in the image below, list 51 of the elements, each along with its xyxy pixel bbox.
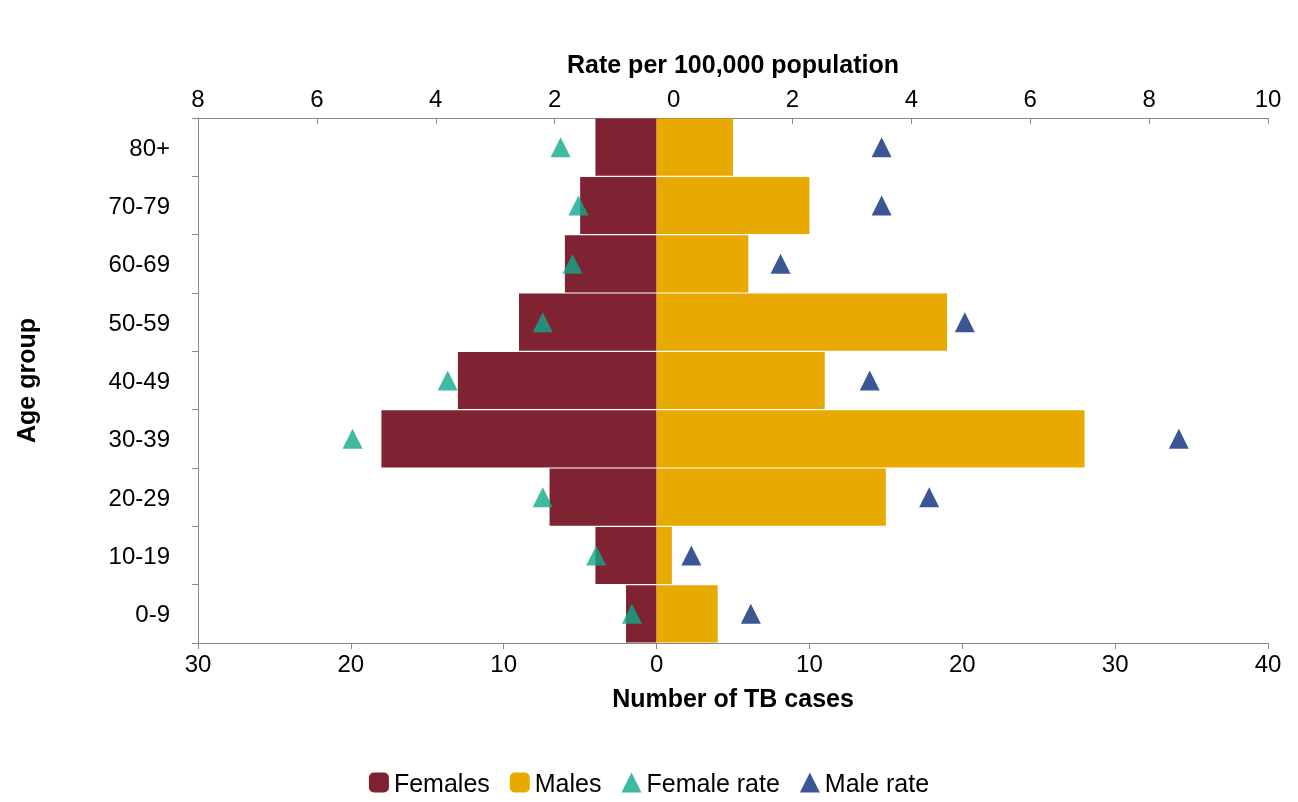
point	[562, 253, 583, 274]
point	[871, 137, 892, 158]
point	[1168, 428, 1189, 449]
x-axis-title: Number of TB cases	[612, 683, 854, 712]
point	[770, 253, 791, 274]
legend-label: Females	[393, 768, 490, 797]
point	[954, 312, 975, 333]
point	[586, 545, 607, 566]
x-tick-label: 0	[649, 649, 664, 677]
x2-tick-label: 2	[785, 84, 800, 112]
x-tick-label: 30	[184, 649, 212, 677]
y-tick-label: 60-69	[108, 250, 170, 278]
y-tick-label: 20-29	[108, 483, 170, 511]
point	[342, 428, 363, 449]
x-tick-label: 30	[1101, 649, 1129, 677]
legend-label: Males	[534, 768, 602, 797]
x2-tick-label: 6	[310, 84, 324, 112]
y-tick-label: 50-59	[108, 308, 170, 336]
x2-tick-label: 10	[1254, 84, 1282, 112]
x2-tick-label: 2	[547, 84, 562, 112]
point	[740, 603, 761, 624]
x2-tick-label: 0	[666, 84, 681, 112]
x-tick-label: 20	[948, 649, 976, 677]
x-tick-label: 10	[796, 649, 823, 677]
point	[437, 370, 458, 391]
y-tick-label: 40-49	[108, 367, 170, 394]
x2-tick-label: 6	[1023, 84, 1037, 112]
x-tick-label: 10	[490, 649, 518, 677]
x2-tick-label: 8	[1142, 84, 1156, 112]
x2-tick-label: 4	[429, 84, 443, 112]
point	[568, 195, 589, 216]
point	[550, 137, 571, 158]
point	[859, 370, 880, 391]
x2-tick-label: 4	[904, 84, 919, 112]
y-tick-label: 0-9	[135, 600, 170, 628]
x-tick-label: 40	[1254, 649, 1282, 677]
x-tick-label: 20	[337, 649, 365, 677]
point	[532, 487, 553, 508]
y-tick-label: 70-79	[108, 192, 170, 219]
legend-label: Male rate	[824, 768, 930, 797]
y-tick-label: 80+	[129, 133, 170, 161]
point	[532, 312, 553, 333]
x2-tick-label: 8	[191, 84, 205, 112]
y-tick-label: 30-39	[108, 425, 170, 453]
legend-label: Female rate	[646, 768, 780, 797]
point	[919, 487, 940, 508]
point	[681, 545, 702, 566]
point	[871, 195, 892, 216]
y-tick-label: 10-19	[108, 542, 170, 569]
y-axis-title: Age group	[11, 318, 40, 443]
x2-axis-title: Rate per 100,000 population	[566, 49, 900, 78]
